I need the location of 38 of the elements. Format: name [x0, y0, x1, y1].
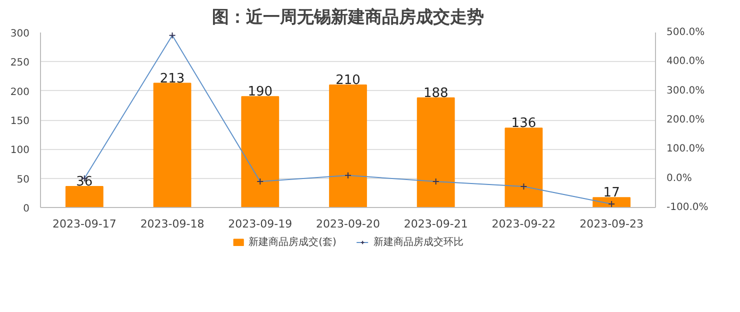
bar — [504, 128, 543, 208]
data-label: 213 — [160, 71, 185, 86]
y-tick-label: 50 — [16, 174, 30, 186]
bar — [416, 97, 455, 208]
y-tick-label: 150 — [10, 116, 30, 127]
chart-title: 图：近一周无锡新建商品房成交走势 — [212, 8, 484, 28]
y2-tick-label: 200.0% — [666, 114, 705, 126]
x-tick-label: 2023-09-23 — [580, 218, 644, 230]
data-label: 136 — [511, 116, 536, 132]
y-tick-label: 200 — [10, 86, 30, 98]
y2-tick-label: -100.0% — [666, 202, 708, 213]
y-tick-label: 100 — [10, 145, 30, 156]
data-label: 17 — [603, 186, 620, 201]
y2-tick-label: 100.0% — [666, 144, 705, 155]
y2-tick-label: 0.0% — [666, 172, 692, 184]
y2-tick-label: 400.0% — [666, 56, 705, 68]
y-tick-label: 0 — [23, 204, 30, 214]
data-label: 190 — [248, 84, 273, 100]
y2-tick-label: 500.0% — [666, 27, 705, 38]
bar — [592, 197, 631, 208]
bar — [241, 96, 280, 208]
x-tick-label: 2023-09-20 — [316, 218, 380, 230]
bar — [65, 186, 104, 208]
x-tick-label: 2023-09-18 — [140, 218, 204, 230]
data-label: 210 — [336, 73, 360, 88]
data-label: 36 — [76, 174, 93, 190]
x-tick-label: 2023-09-22 — [492, 218, 556, 230]
legend-label: 新建商品房成交(套) — [248, 236, 336, 249]
x-tick-label: 2023-09-21 — [404, 218, 468, 230]
bar — [329, 84, 367, 208]
y2-tick-label: 300.0% — [666, 85, 705, 96]
legend-label: 新建商品房成交环比 — [373, 236, 464, 249]
y-tick-label: 250 — [10, 58, 30, 69]
x-tick-label: 2023-09-19 — [228, 218, 292, 230]
y-tick-label: 300 — [10, 28, 30, 40]
x-tick-label: 2023-09-17 — [52, 218, 116, 230]
bar — [153, 82, 192, 208]
data-label: 188 — [423, 86, 448, 101]
